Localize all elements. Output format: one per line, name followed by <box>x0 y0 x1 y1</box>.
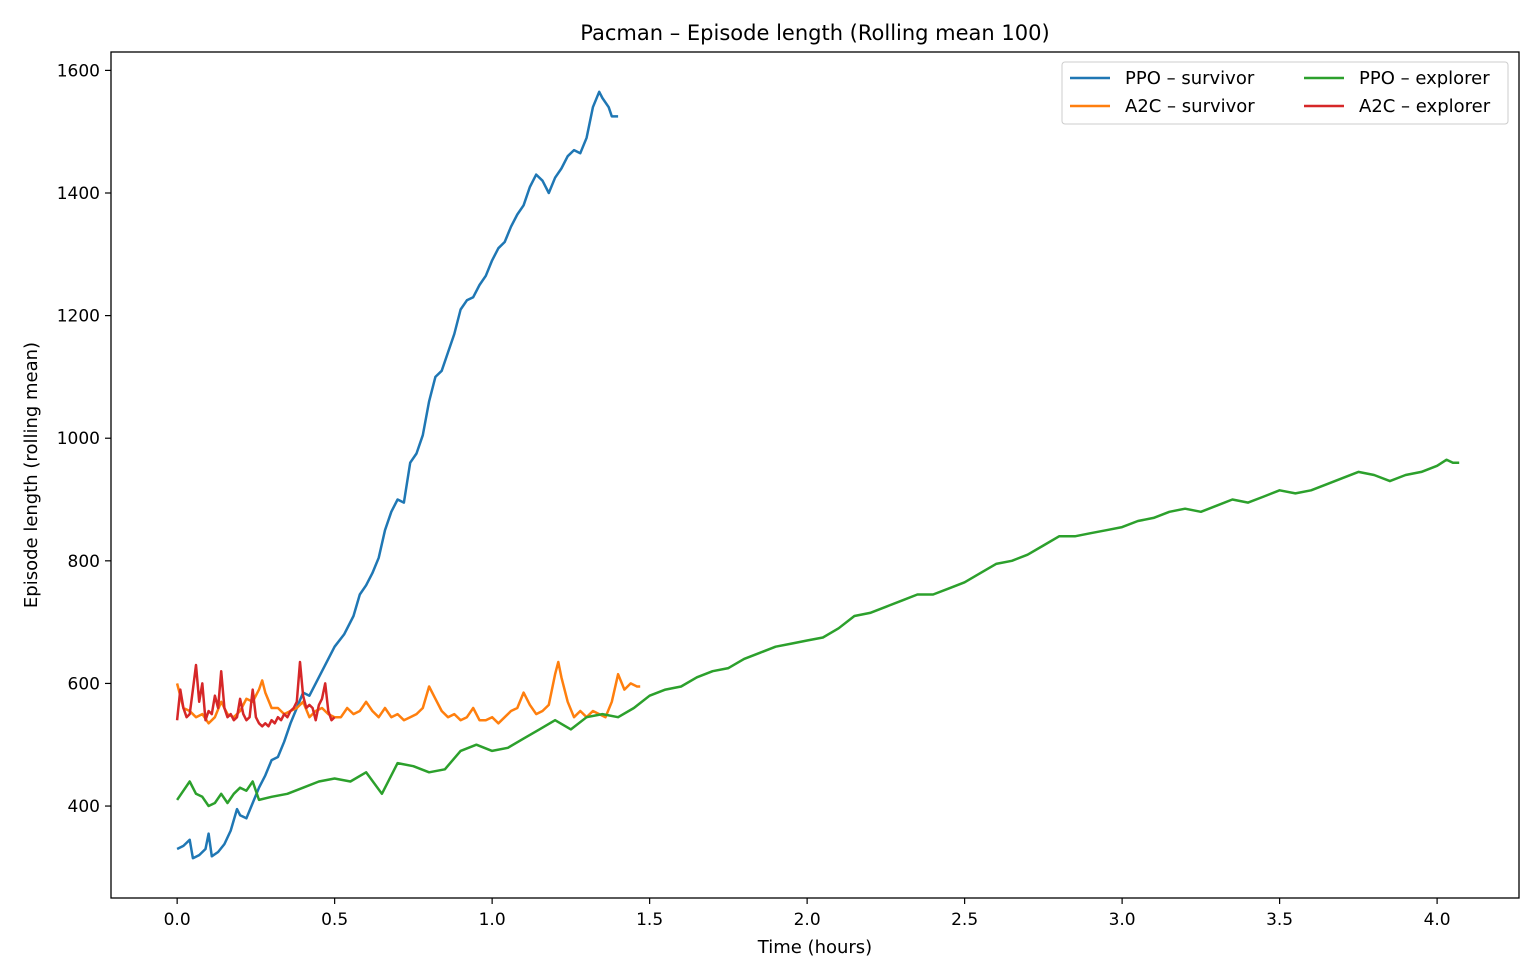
x-tick-label: 2.5 <box>951 910 978 930</box>
x-tick-label: 4.0 <box>1424 910 1451 930</box>
chart-title: Pacman – Episode length (Rolling mean 10… <box>580 21 1049 45</box>
y-tick-label: 800 <box>68 552 100 572</box>
legend-label-ppo-explorer: PPO – explorer <box>1359 68 1490 89</box>
y-tick-label: 1200 <box>57 307 100 327</box>
x-tick-label: 1.5 <box>636 910 663 930</box>
legend-label-ppo-survivor: PPO – survivor <box>1125 68 1255 89</box>
x-ticks: 0.0 0.5 1.0 1.5 2.0 2.5 3.0 3.5 4.0 <box>164 898 1451 930</box>
plot-lines <box>175 90 1460 860</box>
y-tick-label: 1600 <box>57 61 100 81</box>
series-line-a2c-survivor <box>175 660 641 725</box>
y-ticks: 400 600 800 1000 1200 1400 1600 <box>57 61 111 817</box>
y-tick-label: 600 <box>68 674 100 694</box>
plot-frame <box>110 51 1520 899</box>
series-line-ppo-explorer <box>176 458 1460 808</box>
legend-box <box>1061 61 1509 125</box>
y-tick-label: 400 <box>68 797 100 817</box>
x-tick-label: 2.0 <box>794 910 821 930</box>
y-tick-label: 1400 <box>57 184 100 204</box>
legend-label-a2c-survivor: A2C – survivor <box>1125 96 1255 117</box>
x-tick-label: 3.5 <box>1266 910 1293 930</box>
x-tick-label: 3.0 <box>1109 910 1136 930</box>
legend-label-a2c-explorer: A2C – explorer <box>1359 96 1491 117</box>
y-axis-label: Episode length (rolling mean) <box>21 342 42 608</box>
legend: PPO – survivor A2C – survivor PPO – expl… <box>1061 61 1509 125</box>
x-tick-label: 0.5 <box>321 910 348 930</box>
series-line-ppo-survivor <box>176 90 619 860</box>
x-axis-label: Time (hours) <box>757 937 872 958</box>
x-tick-label: 1.0 <box>479 910 506 930</box>
x-tick-label: 0.0 <box>164 910 191 930</box>
series-line-a2c-explorer <box>175 660 336 728</box>
y-tick-label: 1000 <box>57 429 100 449</box>
